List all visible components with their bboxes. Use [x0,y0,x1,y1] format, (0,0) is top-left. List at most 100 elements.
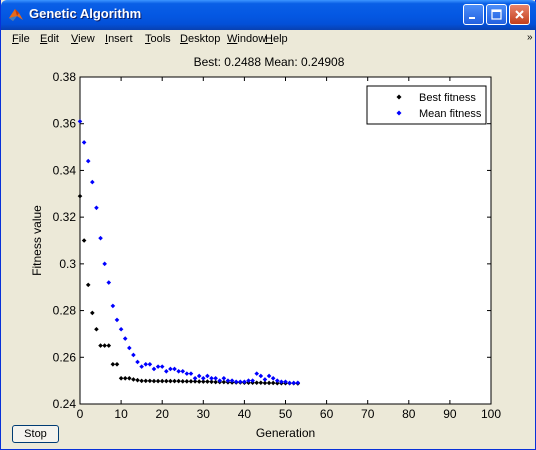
legend-entry: Mean fitness [419,108,482,120]
menu-window[interactable]: Window [227,33,267,45]
x-tick-label: 100 [481,407,501,421]
y-tick-label: 0.3 [59,257,76,271]
mean-fitness-point [85,158,91,164]
mean-fitness-point [229,378,235,383]
x-axis-label: Generation [256,426,315,440]
minimize-button[interactable] [463,4,484,25]
mean-fitness-point [176,369,181,374]
mean-fitness-point [188,371,194,376]
mean-fitness-point [102,261,107,267]
menu-view[interactable]: View [71,33,95,45]
mean-fitness-point [77,119,83,124]
x-tick-label: 30 [197,407,211,421]
best-fitness-point [94,326,99,332]
menu-edit[interactable]: Edit [40,33,59,45]
best-fitness-point [118,376,124,381]
mean-fitness-point [168,366,173,372]
menu-insert[interactable]: Insert [105,33,133,45]
y-tick-label: 0.36 [53,117,77,131]
x-tick-label: 60 [320,407,334,421]
mean-fitness-point [237,379,243,385]
best-fitness-point [114,361,120,367]
mean-fitness-point [135,359,140,365]
best-fitness-point [139,378,144,384]
mean-fitness-point [262,377,268,382]
best-fitness-point [168,378,173,384]
x-tick-label: 90 [443,407,457,421]
mean-fitness-point [225,378,231,383]
mean-fitness-point [159,364,165,369]
stop-button[interactable]: Stop [12,425,59,443]
mean-fitness-point [221,376,227,381]
mean-fitness-point [295,380,301,386]
close-button[interactable] [509,4,530,25]
mean-fitness-point [283,379,288,385]
menu-desktop[interactable]: Desktop [180,33,221,45]
best-fitness-point [188,379,194,384]
best-fitness-point [122,376,128,381]
x-tick-label: 50 [279,407,293,421]
mean-fitness-point [246,378,251,383]
best-fitness-point [155,378,161,384]
best-fitness-point [266,380,272,386]
mean-fitness-point [287,380,292,386]
menu-tools[interactable]: Tools [145,33,171,45]
best-fitness-point [106,343,112,348]
best-fitness-point [262,380,268,386]
mean-fitness-point [242,379,247,385]
best-fitness-point [274,380,280,386]
mean-fitness-point [110,303,116,309]
best-fitness-point [143,378,149,384]
best-fitness-point [127,376,132,381]
y-tick-label: 0.32 [53,210,77,224]
maximize-button[interactable] [486,4,507,25]
best-fitness-point [192,379,198,384]
best-fitness-point [110,361,116,367]
title-bar[interactable]: Genetic Algorithm [1,0,536,30]
best-fitness-point [147,378,153,384]
best-fitness-point [164,378,169,384]
mean-fitness-point [279,379,284,385]
menu-help[interactable]: Help [265,33,288,45]
best-fitness-point [135,377,140,383]
mean-fitness-point [192,376,198,381]
mean-fitness-point [201,376,206,381]
mean-fitness-point [81,140,87,145]
mean-fitness-point [180,369,186,374]
best-fitness-point [77,193,83,199]
mean-fitness-point [250,378,255,383]
best-fitness-point [85,282,91,288]
mean-fitness-point [127,345,132,351]
legend [366,85,487,125]
mean-fitness-point [155,364,161,369]
y-tick-label: 0.28 [53,304,77,318]
mean-fitness-point [258,373,264,379]
plot-title: Best: 0.2488 Mean: 0.24908 [193,55,345,69]
plot-area [79,76,492,405]
window-title: Genetic Algorithm [29,6,142,21]
close-icon [515,10,524,19]
best-fitness-point [102,343,107,348]
best-fitness-point [213,379,218,385]
mean-fitness-point [270,376,276,381]
best-fitness-point [205,379,210,384]
mean-fitness-point [233,379,239,385]
best-fitness-point [151,378,157,384]
mean-fitness-point [274,378,280,383]
best-fitness-point [98,343,103,348]
legend-entry: Best fitness [419,92,476,104]
mean-fitness-point [184,371,190,376]
best-fitness-point [176,378,181,384]
toolbar-overflow-icon[interactable]: » [527,32,533,43]
mean-fitness-point [131,352,136,358]
mean-fitness-point [172,366,177,372]
mean-fitness-point [254,371,260,376]
mean-fitness-point [213,376,218,381]
menu-file[interactable]: File [12,33,30,45]
best-fitness-point [81,238,87,243]
x-tick-label: 10 [114,407,128,421]
best-fitness-point [209,379,214,385]
mean-fitness-point [143,361,149,367]
mean-fitness-point [98,235,103,241]
